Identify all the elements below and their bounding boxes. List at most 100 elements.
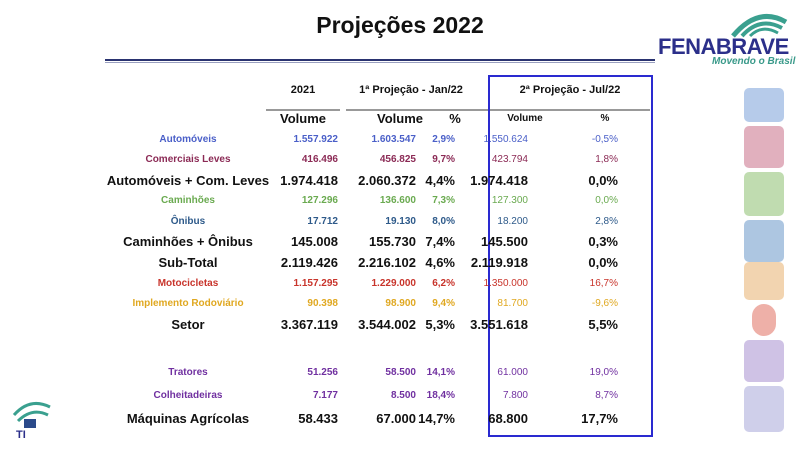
value-2021: 51.256 bbox=[307, 367, 338, 378]
table-row: Caminhões 127.296 136.600 7,3% 127.300 0,0% bbox=[0, 191, 800, 211]
proj2-volume: 145.500 bbox=[481, 234, 528, 249]
col-proj2-volume: Volume bbox=[507, 113, 543, 124]
proj2-pct: 5,5% bbox=[588, 317, 618, 332]
header-row: 2021 1ª Projeção - Jan/22 2ª Projeção - … bbox=[0, 80, 800, 100]
car-icon bbox=[744, 88, 784, 122]
row-label: Caminhões + Ônibus bbox=[123, 234, 253, 249]
col-proj1-volume: Volume bbox=[377, 111, 423, 126]
proj1-pct: 8,0% bbox=[432, 216, 455, 227]
col-proj1-pct: % bbox=[449, 111, 461, 126]
row-label: Implemento Rodoviário bbox=[132, 298, 244, 309]
table-row: Motocicletas 1.157.295 1.229.000 6,2% 1.350.… bbox=[0, 274, 800, 294]
proj1-pct: 14,1% bbox=[426, 367, 455, 378]
proj1-volume: 155.730 bbox=[369, 234, 416, 249]
proj1-pct: 5,3% bbox=[425, 317, 455, 332]
row-label: Automóveis + Com. Leves bbox=[106, 173, 270, 188]
proj1-volume: 2.060.372 bbox=[358, 173, 416, 188]
col-2021: 2021 bbox=[290, 84, 316, 96]
ti-logo: TI bbox=[10, 395, 55, 445]
value-2021: 127.296 bbox=[301, 195, 338, 206]
trailer-icon bbox=[744, 262, 784, 300]
ti-logo-text: TI bbox=[16, 429, 26, 441]
proj1-pct: 9,7% bbox=[432, 154, 455, 165]
value-2021: 58.433 bbox=[298, 411, 338, 426]
proj2-volume: 1.974.418 bbox=[470, 173, 528, 188]
proj1-pct: 4,4% bbox=[425, 173, 455, 188]
proj1-volume: 8.500 bbox=[390, 390, 416, 401]
value-2021: 90.398 bbox=[307, 298, 338, 309]
row-label: Automóveis bbox=[159, 134, 217, 145]
proj1-volume: 136.600 bbox=[379, 195, 416, 206]
van-icon bbox=[744, 126, 784, 168]
table-row: Caminhões + Ônibus 145.008 155.730 7,4% 145.… bbox=[0, 232, 800, 252]
motorcycle-icon bbox=[752, 304, 776, 336]
row-label: Comerciais Leves bbox=[145, 154, 231, 165]
proj1-volume: 98.900 bbox=[385, 298, 416, 309]
col-proj2-pct: % bbox=[600, 113, 610, 124]
proj2-pct: 2,8% bbox=[595, 216, 618, 227]
value-2021: 1.557.922 bbox=[293, 134, 339, 145]
title-divider-shadow bbox=[105, 62, 655, 63]
value-2021: 17.712 bbox=[307, 216, 338, 227]
table-row: Máquinas Agrícolas 58.433 67.000 14,7% 68.80… bbox=[0, 409, 800, 429]
proj2-pct: -9,6% bbox=[591, 298, 618, 309]
header-divider-proj2 bbox=[490, 109, 650, 111]
proj2-pct: -0,5% bbox=[591, 134, 618, 145]
logo-slogan: Movendo o Brasil bbox=[712, 56, 796, 67]
row-label: Ônibus bbox=[170, 216, 206, 227]
proj1-volume: 58.500 bbox=[385, 367, 416, 378]
table-row: Sub-Total 2.119.426 2.216.102 4,6% 2.119.918… bbox=[0, 253, 800, 273]
table-row: Automóveis + Com. Leves 1.974.418 2.060.37… bbox=[0, 171, 800, 191]
proj1-pct: 14,7% bbox=[418, 411, 455, 426]
proj2-volume: 3.551.618 bbox=[470, 317, 528, 332]
proj2-volume: 1.550.624 bbox=[483, 134, 529, 145]
proj2-pct: 17,7% bbox=[581, 411, 618, 426]
proj2-pct: 1,8% bbox=[595, 154, 618, 165]
proj2-volume: 18.200 bbox=[497, 216, 528, 227]
proj1-volume: 1.229.000 bbox=[371, 278, 417, 289]
subheader-row: Volume Volume % Volume % bbox=[0, 109, 800, 129]
proj1-pct: 2,9% bbox=[432, 134, 455, 145]
table-row: Tratores 51.256 58.500 14,1% 61.000 19,0% bbox=[0, 363, 800, 383]
projection-2-highlight-box bbox=[488, 75, 653, 437]
proj2-pct: 8,7% bbox=[595, 390, 618, 401]
logo-text: FENABRAVE bbox=[658, 34, 789, 59]
proj1-volume: 3.544.002 bbox=[358, 317, 416, 332]
proj1-volume: 1.603.547 bbox=[371, 134, 417, 145]
bus-icon bbox=[744, 220, 784, 262]
row-label: Motocicletas bbox=[157, 278, 219, 289]
logo-arc-icon bbox=[731, 13, 788, 38]
title-divider bbox=[105, 59, 655, 61]
proj2-volume: 7.800 bbox=[502, 390, 528, 401]
proj2-volume: 68.800 bbox=[488, 411, 528, 426]
proj2-pct: 19,0% bbox=[589, 367, 618, 378]
proj1-volume: 67.000 bbox=[376, 411, 416, 426]
proj1-pct: 6,2% bbox=[432, 278, 455, 289]
proj1-volume: 456.825 bbox=[379, 154, 416, 165]
table-row: Implemento Rodoviário 90.398 98.900 9,4% 81.… bbox=[0, 294, 800, 314]
ti-logo-arc-icon bbox=[12, 401, 51, 428]
proj2-volume: 61.000 bbox=[497, 367, 528, 378]
value-2021: 416.496 bbox=[301, 154, 338, 165]
proj1-pct: 4,6% bbox=[425, 255, 455, 270]
proj2-pct: 0,0% bbox=[588, 255, 618, 270]
col-proj1: 1ª Projeção - Jan/22 bbox=[359, 84, 463, 96]
value-2021: 145.008 bbox=[291, 234, 338, 249]
table-row: Colheitadeiras 7.177 8.500 18,4% 7.800 8,7% bbox=[0, 386, 800, 406]
proj2-pct: 0,0% bbox=[588, 173, 618, 188]
row-label: Setor bbox=[171, 317, 205, 332]
value-2021: 2.119.426 bbox=[280, 255, 338, 270]
proj1-volume: 2.216.102 bbox=[358, 255, 416, 270]
proj1-pct: 9,4% bbox=[432, 298, 455, 309]
header-divider-proj1 bbox=[346, 109, 488, 111]
table-row: Comerciais Leves 416.496 456.825 9,7% 423.79… bbox=[0, 150, 800, 170]
proj2-pct: 16,7% bbox=[589, 278, 618, 289]
col-proj2: 2ª Projeção - Jul/22 bbox=[519, 84, 621, 96]
truck-icon bbox=[744, 172, 784, 216]
proj2-pct: 0,0% bbox=[595, 195, 618, 206]
proj2-pct: 0,3% bbox=[588, 234, 618, 249]
row-label: Sub-Total bbox=[158, 255, 218, 270]
proj2-volume: 81.700 bbox=[497, 298, 528, 309]
col-2021-volume: Volume bbox=[280, 111, 326, 126]
